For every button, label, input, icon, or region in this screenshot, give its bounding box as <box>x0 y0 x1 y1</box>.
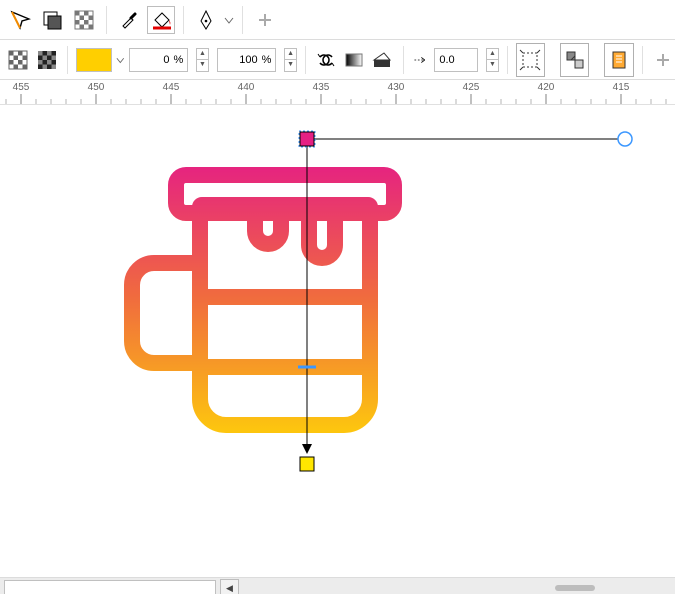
gradient-ramp-tool[interactable] <box>342 46 366 74</box>
ruler-label: 420 <box>538 82 555 93</box>
canvas-area[interactable] <box>0 105 675 577</box>
eyedropper-tool[interactable] <box>115 6 143 34</box>
hscroll-thumb[interactable] <box>555 585 595 591</box>
ruler-label: 415 <box>613 82 630 93</box>
gradient-angle-tool[interactable] <box>370 46 394 74</box>
offset-stepper[interactable]: ▲▼ <box>486 48 498 72</box>
pattern-checker-a[interactable] <box>6 46 30 74</box>
edit-anchor-tool[interactable] <box>6 6 34 34</box>
offset-input[interactable] <box>435 50 477 70</box>
hscroll-strip: ◀ <box>0 577 675 594</box>
ruler-label: 440 <box>238 82 255 93</box>
pen-tool[interactable] <box>192 6 220 34</box>
opacity-left-input[interactable] <box>130 50 174 70</box>
opacity-right-stepper[interactable]: ▲▼ <box>284 48 296 72</box>
ruler-label: 445 <box>163 82 180 93</box>
ruler-label: 425 <box>463 82 480 93</box>
opacity-right-unit: % <box>262 54 276 66</box>
opacity-left-stepper[interactable]: ▲▼ <box>196 48 208 72</box>
add-tool-row1[interactable] <box>251 6 279 34</box>
pattern-checker-b[interactable] <box>34 46 58 74</box>
opacity-left-box: % <box>129 48 189 72</box>
paint-bucket-tool[interactable] <box>147 6 175 34</box>
add-tool-row2[interactable] <box>651 46 675 74</box>
pen-tool-dropdown[interactable] <box>224 9 234 31</box>
hscroll-left-button[interactable]: ◀ <box>220 579 239 594</box>
interactive-tool[interactable] <box>560 43 590 77</box>
offset-box <box>434 48 478 72</box>
copy-properties-tool[interactable] <box>604 43 634 77</box>
fill-color-swatch[interactable] <box>76 48 112 72</box>
opacity-right-box: % <box>217 48 277 72</box>
hscroll-track[interactable] <box>239 583 675 593</box>
ruler-label: 450 <box>88 82 105 93</box>
fill-color-dropdown[interactable] <box>116 49 125 71</box>
canvas-svg <box>0 105 675 577</box>
arrow-offset-icon <box>411 49 430 71</box>
ruler-label: 435 <box>313 82 330 93</box>
opacity-left-unit: % <box>174 54 188 66</box>
toolbar-row-1 <box>0 0 675 40</box>
toolbar-row-2: % ▲▼ % ▲▼ ▲▼ <box>0 40 675 80</box>
ruler-label: 455 <box>13 82 30 93</box>
checker-transparency-tool[interactable] <box>70 6 98 34</box>
layer-stack-tool[interactable] <box>38 6 66 34</box>
opacity-right-input[interactable] <box>218 50 262 70</box>
horizontal-ruler: 455 450 445 440 435 430 425 420 415 <box>0 80 675 105</box>
status-well <box>4 580 216 594</box>
ruler-label: 430 <box>388 82 405 93</box>
reverse-gradient-tool[interactable] <box>314 46 338 74</box>
free-transform-tool[interactable] <box>516 43 546 77</box>
